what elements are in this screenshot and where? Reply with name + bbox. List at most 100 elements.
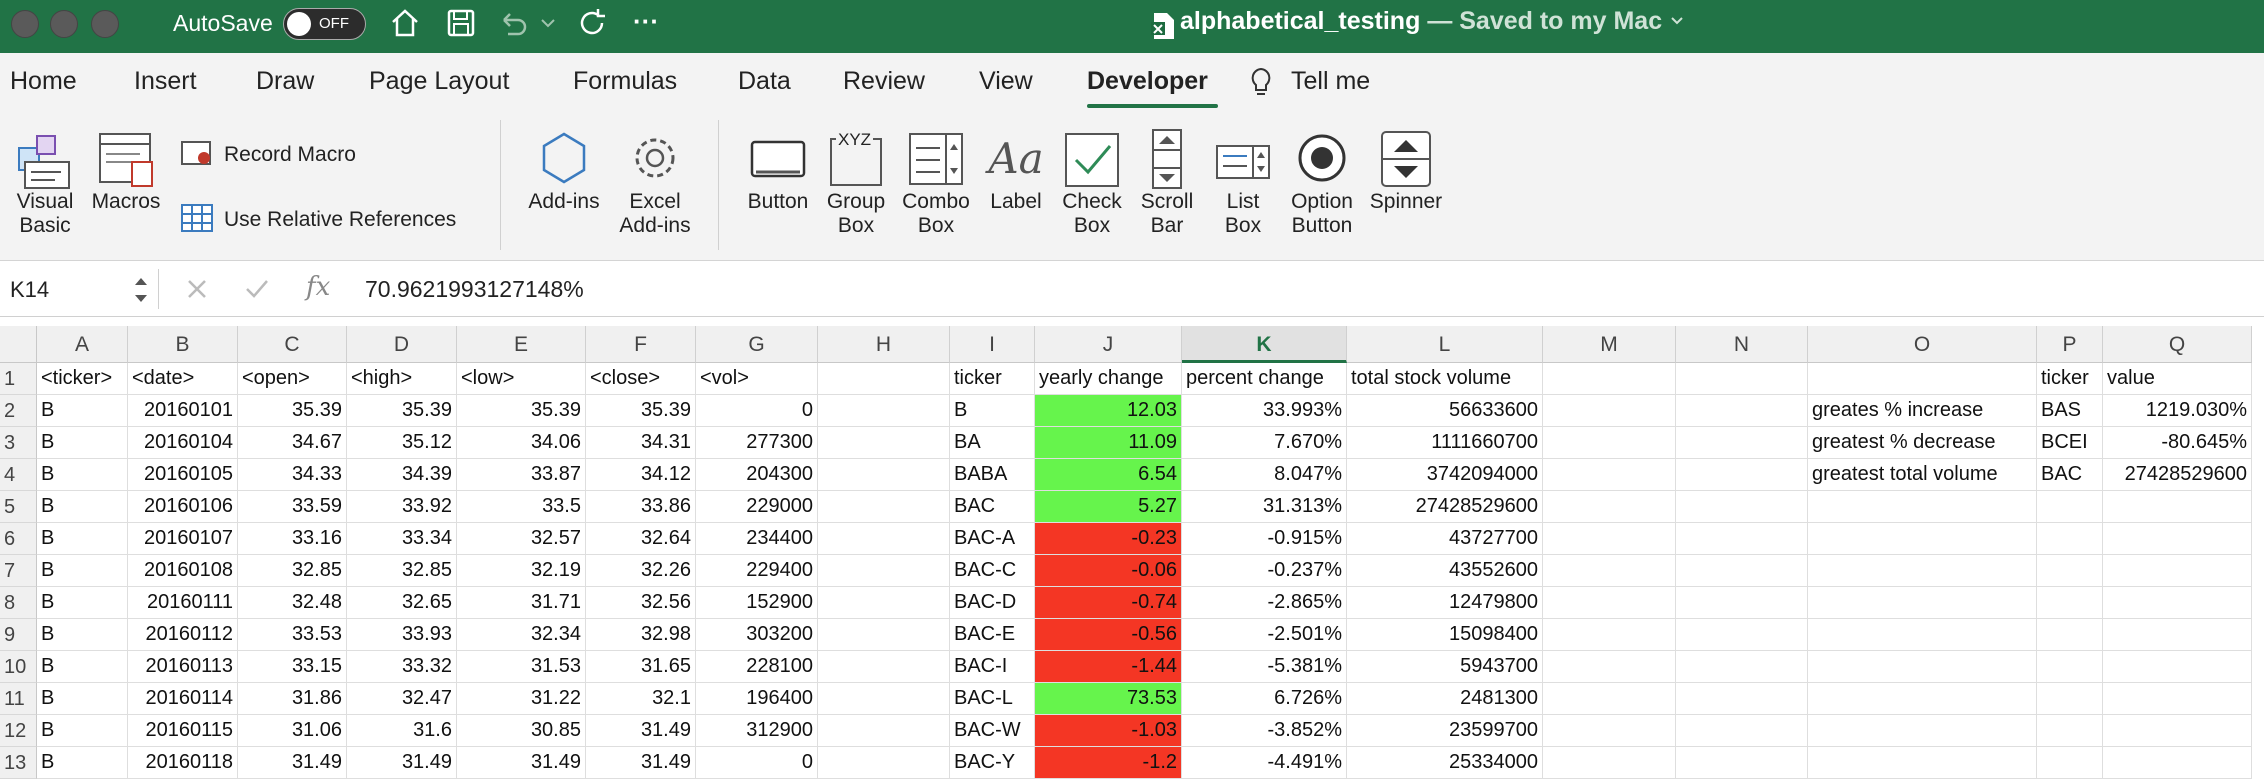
cell[interactable]: [2037, 523, 2103, 555]
cell[interactable]: B: [37, 683, 128, 715]
cell[interactable]: [1543, 427, 1676, 459]
cell[interactable]: 35.12: [347, 427, 457, 459]
cancel-icon[interactable]: [186, 278, 208, 300]
cell[interactable]: B: [37, 555, 128, 587]
cell[interactable]: 33.34: [347, 523, 457, 555]
tab-review[interactable]: Review: [843, 67, 925, 95]
row-header[interactable]: 10: [0, 651, 37, 683]
cell[interactable]: 229400: [696, 555, 818, 587]
tab-view[interactable]: View: [979, 67, 1033, 95]
column-header[interactable]: B: [128, 326, 238, 363]
cell[interactable]: [1676, 459, 1808, 491]
cell[interactable]: -80.645%: [2103, 427, 2252, 459]
cell[interactable]: [1808, 651, 2037, 683]
cell[interactable]: 312900: [696, 715, 818, 747]
cell[interactable]: 33.92: [347, 491, 457, 523]
cell[interactable]: [1676, 555, 1808, 587]
cell[interactable]: -5.381%: [1182, 651, 1347, 683]
cell[interactable]: 31.49: [347, 747, 457, 779]
cell[interactable]: 3742094000: [1347, 459, 1543, 491]
cell[interactable]: BA: [950, 427, 1035, 459]
cell[interactable]: -0.56: [1035, 619, 1182, 651]
tab-formulas[interactable]: Formulas: [573, 67, 678, 95]
cell[interactable]: [2037, 715, 2103, 747]
cell[interactable]: 27428529600: [1347, 491, 1543, 523]
cell[interactable]: <vol>: [696, 363, 818, 395]
cell[interactable]: <date>: [128, 363, 238, 395]
row-header[interactable]: 8: [0, 587, 37, 619]
column-header[interactable]: I: [950, 326, 1035, 363]
cell[interactable]: 33.93: [347, 619, 457, 651]
cell[interactable]: 31.86: [238, 683, 347, 715]
cell[interactable]: 30.85: [457, 715, 586, 747]
column-header[interactable]: P: [2037, 326, 2103, 363]
cell[interactable]: 0: [696, 395, 818, 427]
cell[interactable]: 73.53: [1035, 683, 1182, 715]
cell[interactable]: greatest % decrease: [1808, 427, 2037, 459]
formula-input[interactable]: 70.9621993127148%: [365, 276, 584, 302]
cell[interactable]: 228100: [696, 651, 818, 683]
cell[interactable]: 6.726%: [1182, 683, 1347, 715]
cell[interactable]: B: [950, 395, 1035, 427]
cell[interactable]: [818, 555, 950, 587]
cell[interactable]: 32.64: [586, 523, 696, 555]
cell[interactable]: BAC: [950, 491, 1035, 523]
column-header[interactable]: J: [1035, 326, 1182, 363]
cell[interactable]: [1676, 715, 1808, 747]
cell[interactable]: 31.49: [457, 747, 586, 779]
cell[interactable]: [2103, 619, 2252, 651]
cell[interactable]: -0.74: [1035, 587, 1182, 619]
check-box-button[interactable]: Check Box: [1056, 128, 1128, 238]
cell[interactable]: [1808, 715, 2037, 747]
cell[interactable]: 2481300: [1347, 683, 1543, 715]
cell[interactable]: -0.06: [1035, 555, 1182, 587]
cell[interactable]: yearly change: [1035, 363, 1182, 395]
cell[interactable]: 31.71: [457, 587, 586, 619]
cell[interactable]: 20160114: [128, 683, 238, 715]
cell[interactable]: 33.16: [238, 523, 347, 555]
cell[interactable]: 31.313%: [1182, 491, 1347, 523]
cell[interactable]: [1676, 747, 1808, 779]
cell[interactable]: [818, 523, 950, 555]
cell[interactable]: [2037, 683, 2103, 715]
cell[interactable]: [1808, 523, 2037, 555]
cell[interactable]: 31.6: [347, 715, 457, 747]
cell[interactable]: BAC-D: [950, 587, 1035, 619]
cell[interactable]: B: [37, 619, 128, 651]
column-header[interactable]: Q: [2103, 326, 2252, 363]
column-header[interactable]: K: [1182, 326, 1347, 363]
cell[interactable]: greatest total volume: [1808, 459, 2037, 491]
row-header[interactable]: 3: [0, 427, 37, 459]
tab-data[interactable]: Data: [738, 67, 791, 95]
cell[interactable]: 204300: [696, 459, 818, 491]
cell[interactable]: 25334000: [1347, 747, 1543, 779]
cell[interactable]: [818, 619, 950, 651]
cell[interactable]: [2103, 747, 2252, 779]
cell[interactable]: 0: [696, 747, 818, 779]
cell[interactable]: <high>: [347, 363, 457, 395]
cell[interactable]: [1676, 523, 1808, 555]
cell[interactable]: percent change: [1182, 363, 1347, 395]
cell[interactable]: [1543, 651, 1676, 683]
cell[interactable]: 5943700: [1347, 651, 1543, 683]
cell[interactable]: [2103, 587, 2252, 619]
scroll-bar-button[interactable]: Scroll Bar: [1132, 128, 1202, 238]
cell[interactable]: [1543, 395, 1676, 427]
column-header[interactable]: C: [238, 326, 347, 363]
cell[interactable]: [2103, 555, 2252, 587]
cell[interactable]: 33.5: [457, 491, 586, 523]
cell[interactable]: 32.34: [457, 619, 586, 651]
cell[interactable]: [1543, 587, 1676, 619]
cell[interactable]: BCEI: [2037, 427, 2103, 459]
cell[interactable]: 43727700: [1347, 523, 1543, 555]
cell[interactable]: 33.53: [238, 619, 347, 651]
row-header[interactable]: 1: [0, 363, 37, 395]
cell[interactable]: [1543, 747, 1676, 779]
cell[interactable]: B: [37, 651, 128, 683]
cell[interactable]: 20160111: [128, 587, 238, 619]
cell[interactable]: B: [37, 715, 128, 747]
cell[interactable]: [1808, 683, 2037, 715]
cell[interactable]: 33.59: [238, 491, 347, 523]
cell[interactable]: 11.09: [1035, 427, 1182, 459]
cell[interactable]: [2103, 683, 2252, 715]
